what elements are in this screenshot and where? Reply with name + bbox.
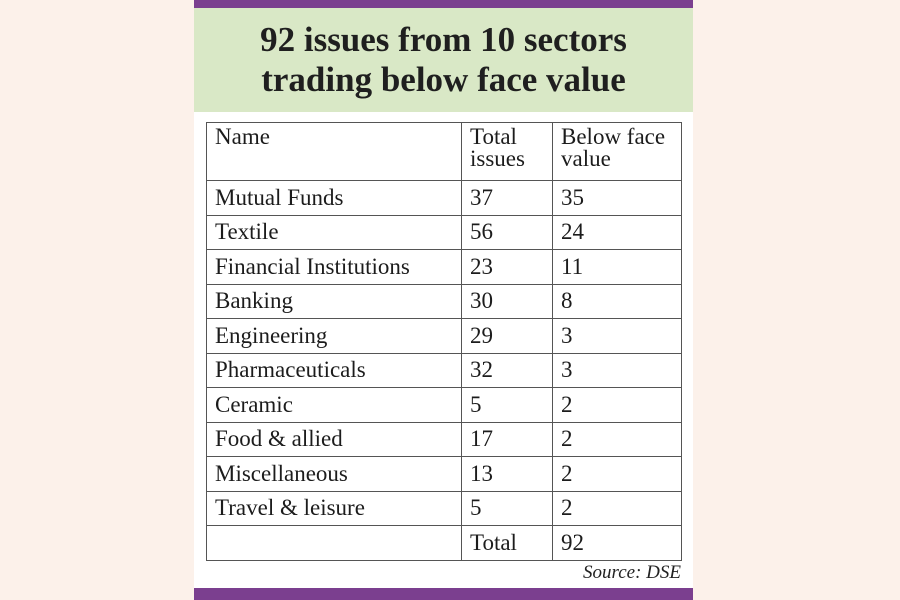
table-cell	[206, 525, 462, 561]
column-header: Name	[206, 122, 462, 181]
table-cell: 2	[552, 456, 682, 492]
table-row: Ceramic 5 2	[206, 387, 682, 423]
table-cell: Mutual Funds	[206, 180, 462, 216]
table-cell: 2	[552, 421, 682, 457]
table-cell: 56	[461, 214, 553, 250]
table-cell: 23	[461, 249, 553, 285]
table-cell: 5	[461, 387, 553, 423]
table-cell: Total	[461, 525, 553, 561]
table-row: Miscellaneous 13 2	[206, 456, 682, 492]
table-row: Pharmaceuticals 32 3	[206, 352, 682, 388]
source: Source: DSE	[583, 562, 681, 583]
table-row: Food & allied 17 2	[206, 421, 682, 457]
table-cell: 29	[461, 318, 553, 354]
table-cell: Engineering	[206, 318, 462, 354]
title-line: trading below face value	[261, 60, 626, 99]
table-cell: Banking	[206, 283, 462, 319]
table-cell: Pharmaceuticals	[206, 352, 462, 388]
table-cell: 2	[552, 490, 682, 526]
table-cell: 3	[552, 352, 682, 388]
table-cell: 5	[461, 490, 553, 526]
table-cell: Ceramic	[206, 387, 462, 423]
column-header: Below face value	[552, 122, 682, 181]
table-cell: Textile	[206, 214, 462, 250]
panel: 92 issues from 10 sectors trading below …	[194, 0, 693, 600]
table-cell: Travel & leisure	[206, 490, 462, 526]
table-cell: 30	[461, 283, 553, 319]
table-cell: 92	[552, 525, 682, 561]
header-row: Name Total issues Below face value	[206, 122, 682, 181]
table-cell: 2	[552, 387, 682, 423]
table-cell: Food & allied	[206, 421, 462, 457]
table-cell: 24	[552, 214, 682, 250]
table-cell: 35	[552, 180, 682, 216]
table-cell: 11	[552, 249, 682, 285]
table-cell: 3	[552, 318, 682, 354]
table-row: Financial Institutions 23 11	[206, 249, 682, 285]
table-cell: Financial Institutions	[206, 249, 462, 285]
table-cell: 17	[461, 421, 553, 457]
table-cell: 13	[461, 456, 553, 492]
top-bar	[194, 0, 693, 12]
column-header: Total issues	[461, 122, 553, 181]
table-cell: 32	[461, 352, 553, 388]
table: Name Total issues Below face value Mutua…	[206, 122, 682, 561]
bottom-bar	[194, 588, 693, 600]
table-row: Total 92	[206, 525, 682, 561]
title-line: 92 issues from 10 sectors	[260, 20, 627, 59]
table-row: Textile 56 24	[206, 214, 682, 250]
table-cell: 37	[461, 180, 553, 216]
header: 92 issues from 10 sectors trading below …	[194, 8, 693, 112]
table-row: Engineering 29 3	[206, 318, 682, 354]
table-cell: Miscellaneous	[206, 456, 462, 492]
table-row: Banking 30 8	[206, 283, 682, 319]
table-row: Mutual Funds 37 35	[206, 180, 682, 216]
table-row: Travel & leisure 5 2	[206, 490, 682, 526]
table-cell: 8	[552, 283, 682, 319]
